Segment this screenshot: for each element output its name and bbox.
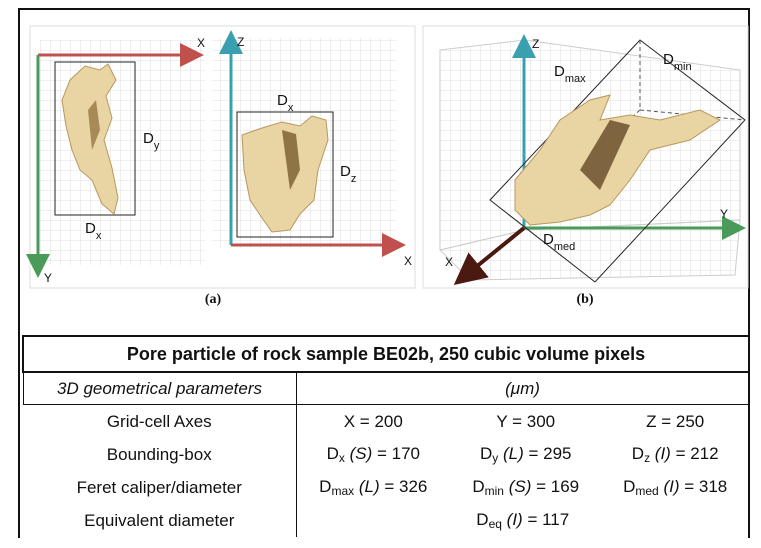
- value-cell: X = 200: [296, 405, 450, 439]
- symbol: D: [623, 477, 635, 496]
- axis-label: X: [197, 36, 205, 50]
- value-cell: Dmed (I) = 318: [601, 471, 749, 504]
- grid: [40, 40, 205, 265]
- row-label: Equivalent diameter: [23, 504, 296, 537]
- header-cell: (μm): [296, 372, 749, 405]
- header-row: 3D geometrical parameters (μm): [23, 372, 749, 405]
- size-class: (I): [663, 477, 679, 496]
- value: = 318: [684, 477, 727, 496]
- row-label: Feret caliper/diameter: [23, 471, 296, 504]
- value-cell: Deq (I) = 117: [296, 504, 749, 537]
- axis-label: X: [404, 254, 412, 268]
- symbol: D: [476, 510, 488, 529]
- row-label: Bounding-box: [23, 438, 296, 471]
- subscript: z: [644, 451, 650, 465]
- table-title: Pore particle of rock sample BE02b, 250 …: [23, 336, 749, 372]
- grid: [440, 40, 525, 250]
- symbol: D: [632, 444, 644, 463]
- axis-label: Y: [44, 271, 52, 285]
- row-label: Grid-cell Axes: [23, 405, 296, 439]
- caption: (a): [205, 292, 222, 307]
- title-row: Pore particle of rock sample BE02b, 250 …: [23, 336, 749, 372]
- value-cell: Dx (S) = 170: [296, 438, 450, 471]
- size-class: (I): [507, 510, 523, 529]
- size-class: (S): [509, 477, 532, 496]
- subscript: med: [635, 484, 658, 498]
- value-cell: Dmax (L) = 326: [296, 471, 450, 504]
- size-class: (I): [655, 444, 671, 463]
- axis-label: Z: [532, 37, 539, 51]
- size-class: (L): [359, 477, 380, 496]
- value: = 117: [527, 510, 569, 529]
- symbol: D: [480, 444, 492, 463]
- subscript: eq: [489, 517, 502, 531]
- symbol: D: [319, 477, 331, 496]
- value: = 212: [676, 444, 719, 463]
- parameter-table: Pore particle of rock sample BE02b, 250 …: [22, 335, 750, 537]
- subscript: y: [492, 451, 498, 465]
- figure: X Y Dy Dx Z X Dx Dz (a) Z Y X Dmax Dmin …: [0, 0, 761, 330]
- value-cell: Z = 250: [601, 405, 749, 439]
- subscript: min: [485, 484, 504, 498]
- size-class: (S): [350, 444, 373, 463]
- axis-label: Z: [237, 35, 244, 49]
- value: = 170: [377, 444, 420, 463]
- page: {"figure": { "panel_a": { "axes": {"x_to…: [0, 0, 761, 548]
- value-cell: Dy (L) = 295: [450, 438, 601, 471]
- subscript: x: [339, 451, 345, 465]
- value: = 326: [384, 477, 427, 496]
- size-class: (L): [503, 444, 524, 463]
- value: = 295: [528, 444, 571, 463]
- caption: (b): [576, 292, 593, 307]
- axis-label: X: [445, 255, 453, 269]
- value-cell: Y = 300: [450, 405, 601, 439]
- value-cell: Dmin (S) = 169: [450, 471, 601, 504]
- symbol: D: [327, 444, 339, 463]
- header-cell: 3D geometrical parameters: [23, 372, 296, 405]
- axis-label: Y: [720, 207, 728, 221]
- subscript: max: [331, 484, 354, 498]
- value-cell: Dz (I) = 212: [601, 438, 749, 471]
- symbol: D: [472, 477, 484, 496]
- value: = 169: [536, 477, 579, 496]
